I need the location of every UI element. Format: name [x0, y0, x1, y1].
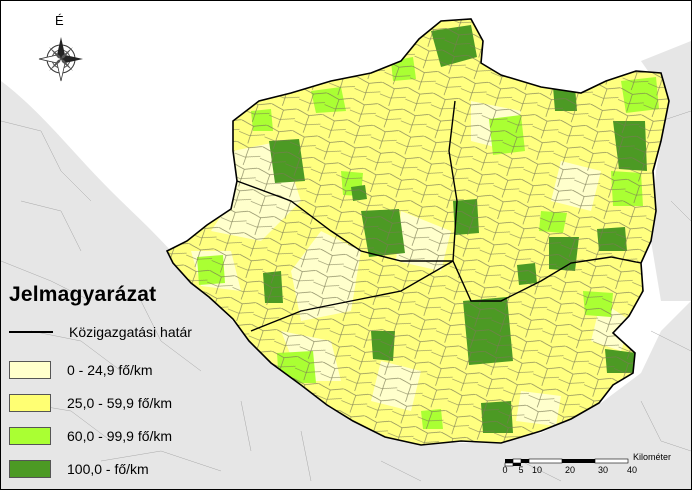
legend-swatch [9, 427, 51, 445]
legend-title: Jelmagyarázat [9, 283, 157, 306]
boundary-line-symbol [9, 331, 53, 333]
legend-boundary-row: Közigazgatási határ [9, 321, 192, 343]
legend-swatch [9, 361, 51, 379]
legend-swatch [9, 394, 51, 412]
legend-class-row: 100,0 - fő/km [9, 458, 149, 480]
scale-bar-graphic [504, 458, 629, 467]
legend-class-label: 25,0 - 59,9 fő/km [67, 395, 173, 411]
legend-class-row: 25,0 - 59,9 fő/km [9, 392, 172, 414]
outer-land-east [641, 41, 691, 301]
north-label: É [55, 13, 64, 28]
outer-land-area [1, 81, 691, 489]
compass-rose-icon [38, 37, 83, 82]
scale-tick: 0 [502, 465, 508, 475]
outer-municipal-borders [1, 110, 691, 482]
legend-class-row: 0 - 24,9 fő/km [9, 359, 153, 381]
internal-admin-boundaries [236, 100, 642, 332]
scale-bar-title: Kilométer [633, 452, 672, 462]
scale-tick: 5 [518, 465, 524, 475]
legend: Jelmagyarázat Közigazgatási határ 0 - 24… [9, 283, 249, 478]
legend-class-label: 60,0 - 99,9 fő/km [67, 428, 173, 444]
legend-class-row: 60,0 - 99,9 fő/km [9, 425, 172, 447]
legend-boundary-label: Közigazgatási határ [69, 324, 192, 340]
scale-tick: 30 [597, 465, 609, 475]
legend-class-label: 0 - 24,9 fő/km [67, 362, 153, 378]
legend-swatch [9, 460, 51, 478]
scale-tick: 20 [564, 465, 576, 475]
scale-tick: 10 [531, 465, 543, 475]
legend-class-label: 100,0 - fő/km [67, 461, 149, 477]
scale-bar: Kilométer 0 5 10 20 30 40 [501, 449, 686, 479]
region-outline [165, 18, 670, 446]
scale-tick: 40 [626, 465, 638, 475]
